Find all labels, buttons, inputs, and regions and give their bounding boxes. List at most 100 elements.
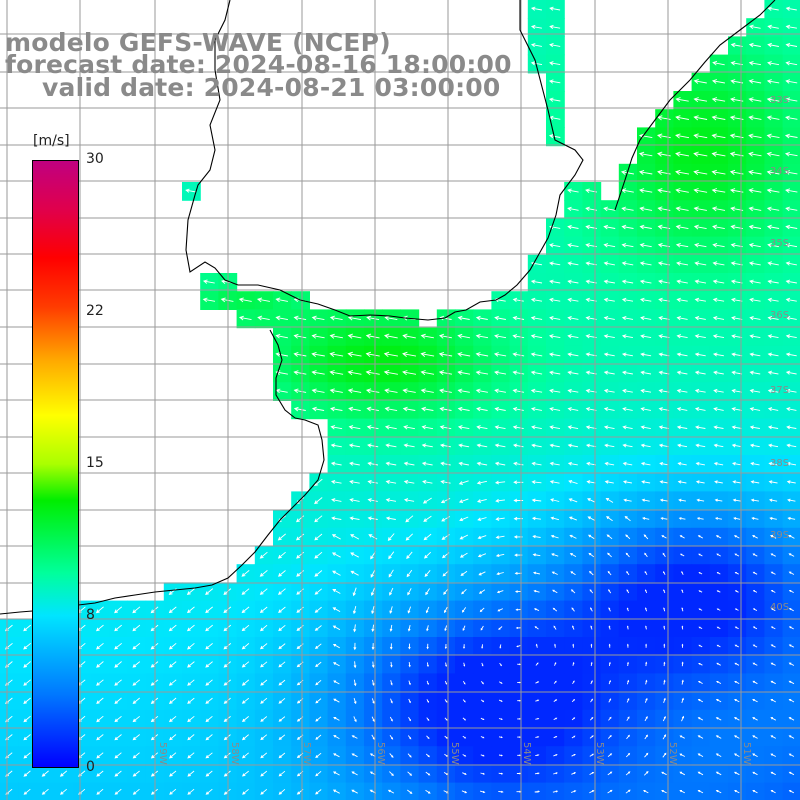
wind-arrow (187, 788, 195, 795)
wind-arrow (278, 643, 286, 650)
wind-arrow (676, 261, 689, 266)
wind-arrow (420, 351, 435, 357)
wind-arrow (698, 644, 703, 648)
wind-arrow (535, 662, 539, 666)
wind-cell (782, 582, 800, 602)
wind-arrow (388, 569, 394, 578)
wind-arrow (426, 699, 429, 703)
wind-arrow (788, 717, 795, 721)
wind-arrow (621, 370, 633, 375)
wind-arrow (168, 642, 177, 650)
wind-arrow (663, 679, 666, 685)
wind-arrow (532, 553, 541, 557)
wind-arrow (698, 590, 703, 593)
wind-arrow (462, 680, 466, 685)
wind-arrow (385, 461, 397, 466)
wind-arrow (640, 334, 652, 339)
wind-arrow (408, 698, 411, 704)
wind-arrow (333, 698, 340, 703)
wind-arrow (788, 589, 794, 593)
wind-arrow (731, 443, 742, 448)
wind-arrow (608, 698, 612, 703)
wind-arrow (731, 334, 743, 339)
wind-arrow (770, 553, 776, 557)
wind-arrow (439, 388, 452, 394)
wind-arrow (731, 461, 742, 466)
wind-arrow (438, 351, 453, 357)
wind-arrow (679, 735, 685, 739)
wind-arrow (476, 425, 488, 430)
wind-arrow (788, 644, 795, 648)
wind-arrow (479, 607, 485, 613)
wind-arrow (676, 352, 688, 357)
wind-arrow (715, 699, 722, 703)
wind-arrow (698, 662, 703, 666)
wind-arrow (513, 461, 524, 466)
wind-arrow (23, 697, 31, 705)
wind-arrow (530, 61, 543, 66)
wind-arrow (785, 6, 797, 11)
wind-arrow (788, 553, 795, 557)
wind-arrow (365, 333, 380, 339)
wind-arrow (676, 407, 688, 412)
wind-arrow (187, 715, 195, 723)
wind-arrow (330, 461, 342, 466)
wind-arrow (275, 315, 288, 321)
wind-arrow (603, 407, 615, 412)
wind-arrow (626, 570, 630, 576)
wind-arrow (621, 224, 634, 230)
wind-arrow (681, 715, 685, 722)
wind-arrow (389, 753, 394, 758)
wind-arrow (662, 715, 666, 722)
wind-arrow (439, 406, 452, 412)
wind-arrow (408, 717, 412, 722)
wind-arrow (96, 661, 104, 668)
wind-arrow (639, 188, 653, 194)
wind-arrow (278, 661, 286, 668)
wind-arrow (638, 151, 653, 157)
wind-arrow (713, 461, 724, 466)
wind-arrow (476, 443, 488, 448)
wind-arrow (693, 188, 708, 194)
wind-arrow (770, 662, 776, 666)
wind-arrow (694, 334, 706, 339)
wind-cell (782, 600, 800, 620)
wind-arrow (371, 643, 375, 651)
wind-arrow (278, 697, 286, 704)
wind-arrow (461, 790, 468, 794)
wind-arrow (478, 589, 486, 594)
wind-arrow (554, 643, 556, 648)
wind-arrow (512, 297, 524, 303)
wind-arrow (457, 333, 471, 339)
wind-arrow (407, 588, 412, 596)
wind-arrow (426, 680, 429, 685)
wind-arrow (389, 587, 394, 596)
wind-arrow (278, 716, 286, 722)
wind-arrow (367, 498, 378, 503)
wind-arrow (621, 279, 634, 284)
wind-arrow (403, 443, 415, 448)
wind-arrow (553, 625, 557, 630)
wind-arrow (293, 406, 306, 412)
wind-arrow (390, 661, 393, 668)
wind-arrow (314, 497, 323, 505)
wind-arrow (498, 736, 503, 739)
wind-arrow (552, 790, 559, 793)
wind-arrow (347, 351, 362, 357)
wind-arrow (23, 661, 31, 668)
wind-arrow (462, 625, 466, 631)
wind-arrow (787, 516, 796, 520)
wind-arrow (205, 788, 213, 795)
wind-arrow (621, 352, 633, 357)
wind-arrow (495, 553, 505, 558)
wind-arrow (696, 498, 705, 502)
wind-arrow (716, 553, 721, 557)
wind-arrow (567, 315, 579, 321)
wind-arrow (407, 789, 413, 794)
wind-arrow (571, 717, 576, 721)
wind-arrow (605, 498, 614, 503)
wind-arrow (513, 480, 524, 485)
wind-arrow (241, 679, 250, 686)
wind-arrow (606, 534, 613, 540)
wind-arrow (168, 624, 177, 632)
